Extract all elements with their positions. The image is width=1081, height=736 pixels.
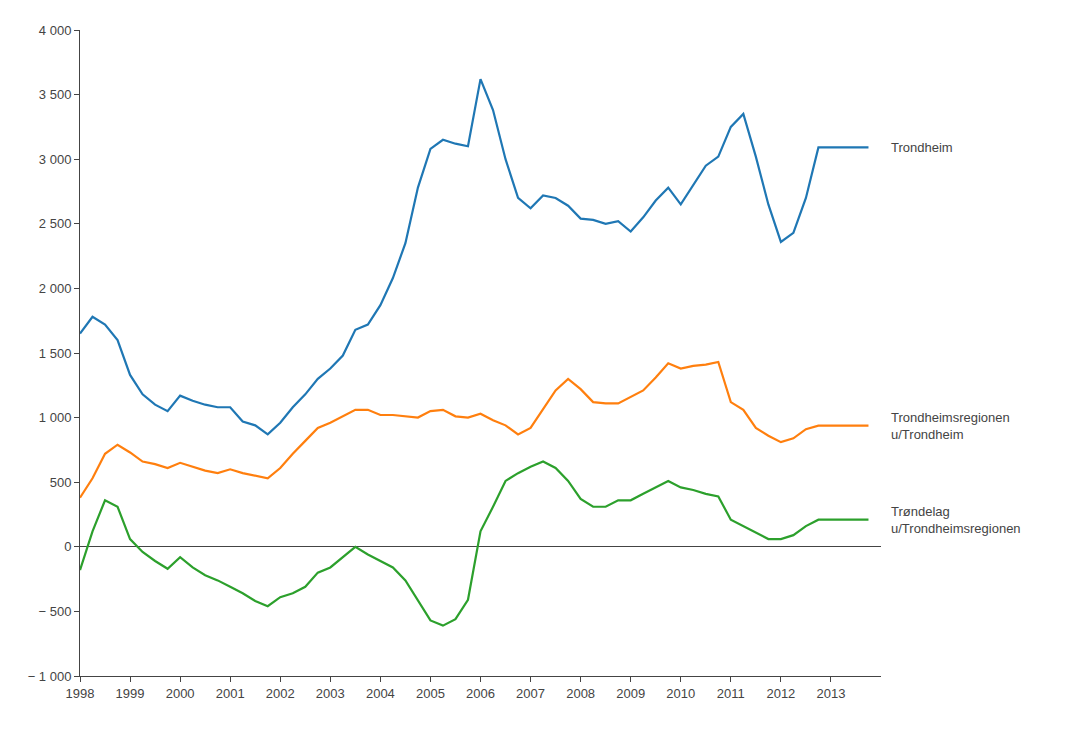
svg-text:2000: 2000 bbox=[166, 686, 195, 701]
svg-text:Trøndelagu/Trondheimsregionen: Trøndelagu/Trondheimsregionen bbox=[891, 504, 1021, 536]
svg-text:2003: 2003 bbox=[316, 686, 345, 701]
svg-text:500: 500 bbox=[50, 475, 72, 490]
svg-text:2011: 2011 bbox=[717, 686, 745, 701]
svg-text:2002: 2002 bbox=[266, 686, 295, 701]
svg-text:3 000: 3 000 bbox=[39, 152, 72, 167]
svg-text:1998: 1998 bbox=[66, 686, 95, 701]
svg-text:2 000: 2 000 bbox=[39, 281, 72, 296]
svg-text:1999: 1999 bbox=[116, 686, 145, 701]
svg-text:2012: 2012 bbox=[766, 686, 795, 701]
svg-text:0: 0 bbox=[64, 539, 71, 554]
svg-text:2013: 2013 bbox=[816, 686, 845, 701]
svg-text:2004: 2004 bbox=[366, 686, 395, 701]
svg-text:− 500: − 500 bbox=[38, 604, 71, 619]
svg-text:Trondheim: Trondheim bbox=[891, 140, 953, 155]
svg-text:− 1 000: − 1 000 bbox=[28, 669, 72, 684]
svg-text:2005: 2005 bbox=[416, 686, 445, 701]
svg-text:2009: 2009 bbox=[616, 686, 645, 701]
svg-text:2007: 2007 bbox=[516, 686, 545, 701]
svg-text:3 500: 3 500 bbox=[39, 87, 72, 102]
svg-text:4 000: 4 000 bbox=[39, 23, 72, 38]
svg-text:2006: 2006 bbox=[466, 686, 495, 701]
svg-text:1 000: 1 000 bbox=[39, 410, 72, 425]
svg-text:1 500: 1 500 bbox=[39, 346, 72, 361]
svg-text:2 500: 2 500 bbox=[39, 216, 72, 231]
svg-text:Trondheimsregionenu/Trondheim: Trondheimsregionenu/Trondheim bbox=[891, 410, 1010, 442]
svg-text:2010: 2010 bbox=[666, 686, 695, 701]
svg-text:2008: 2008 bbox=[566, 686, 595, 701]
svg-text:2001: 2001 bbox=[216, 686, 245, 701]
